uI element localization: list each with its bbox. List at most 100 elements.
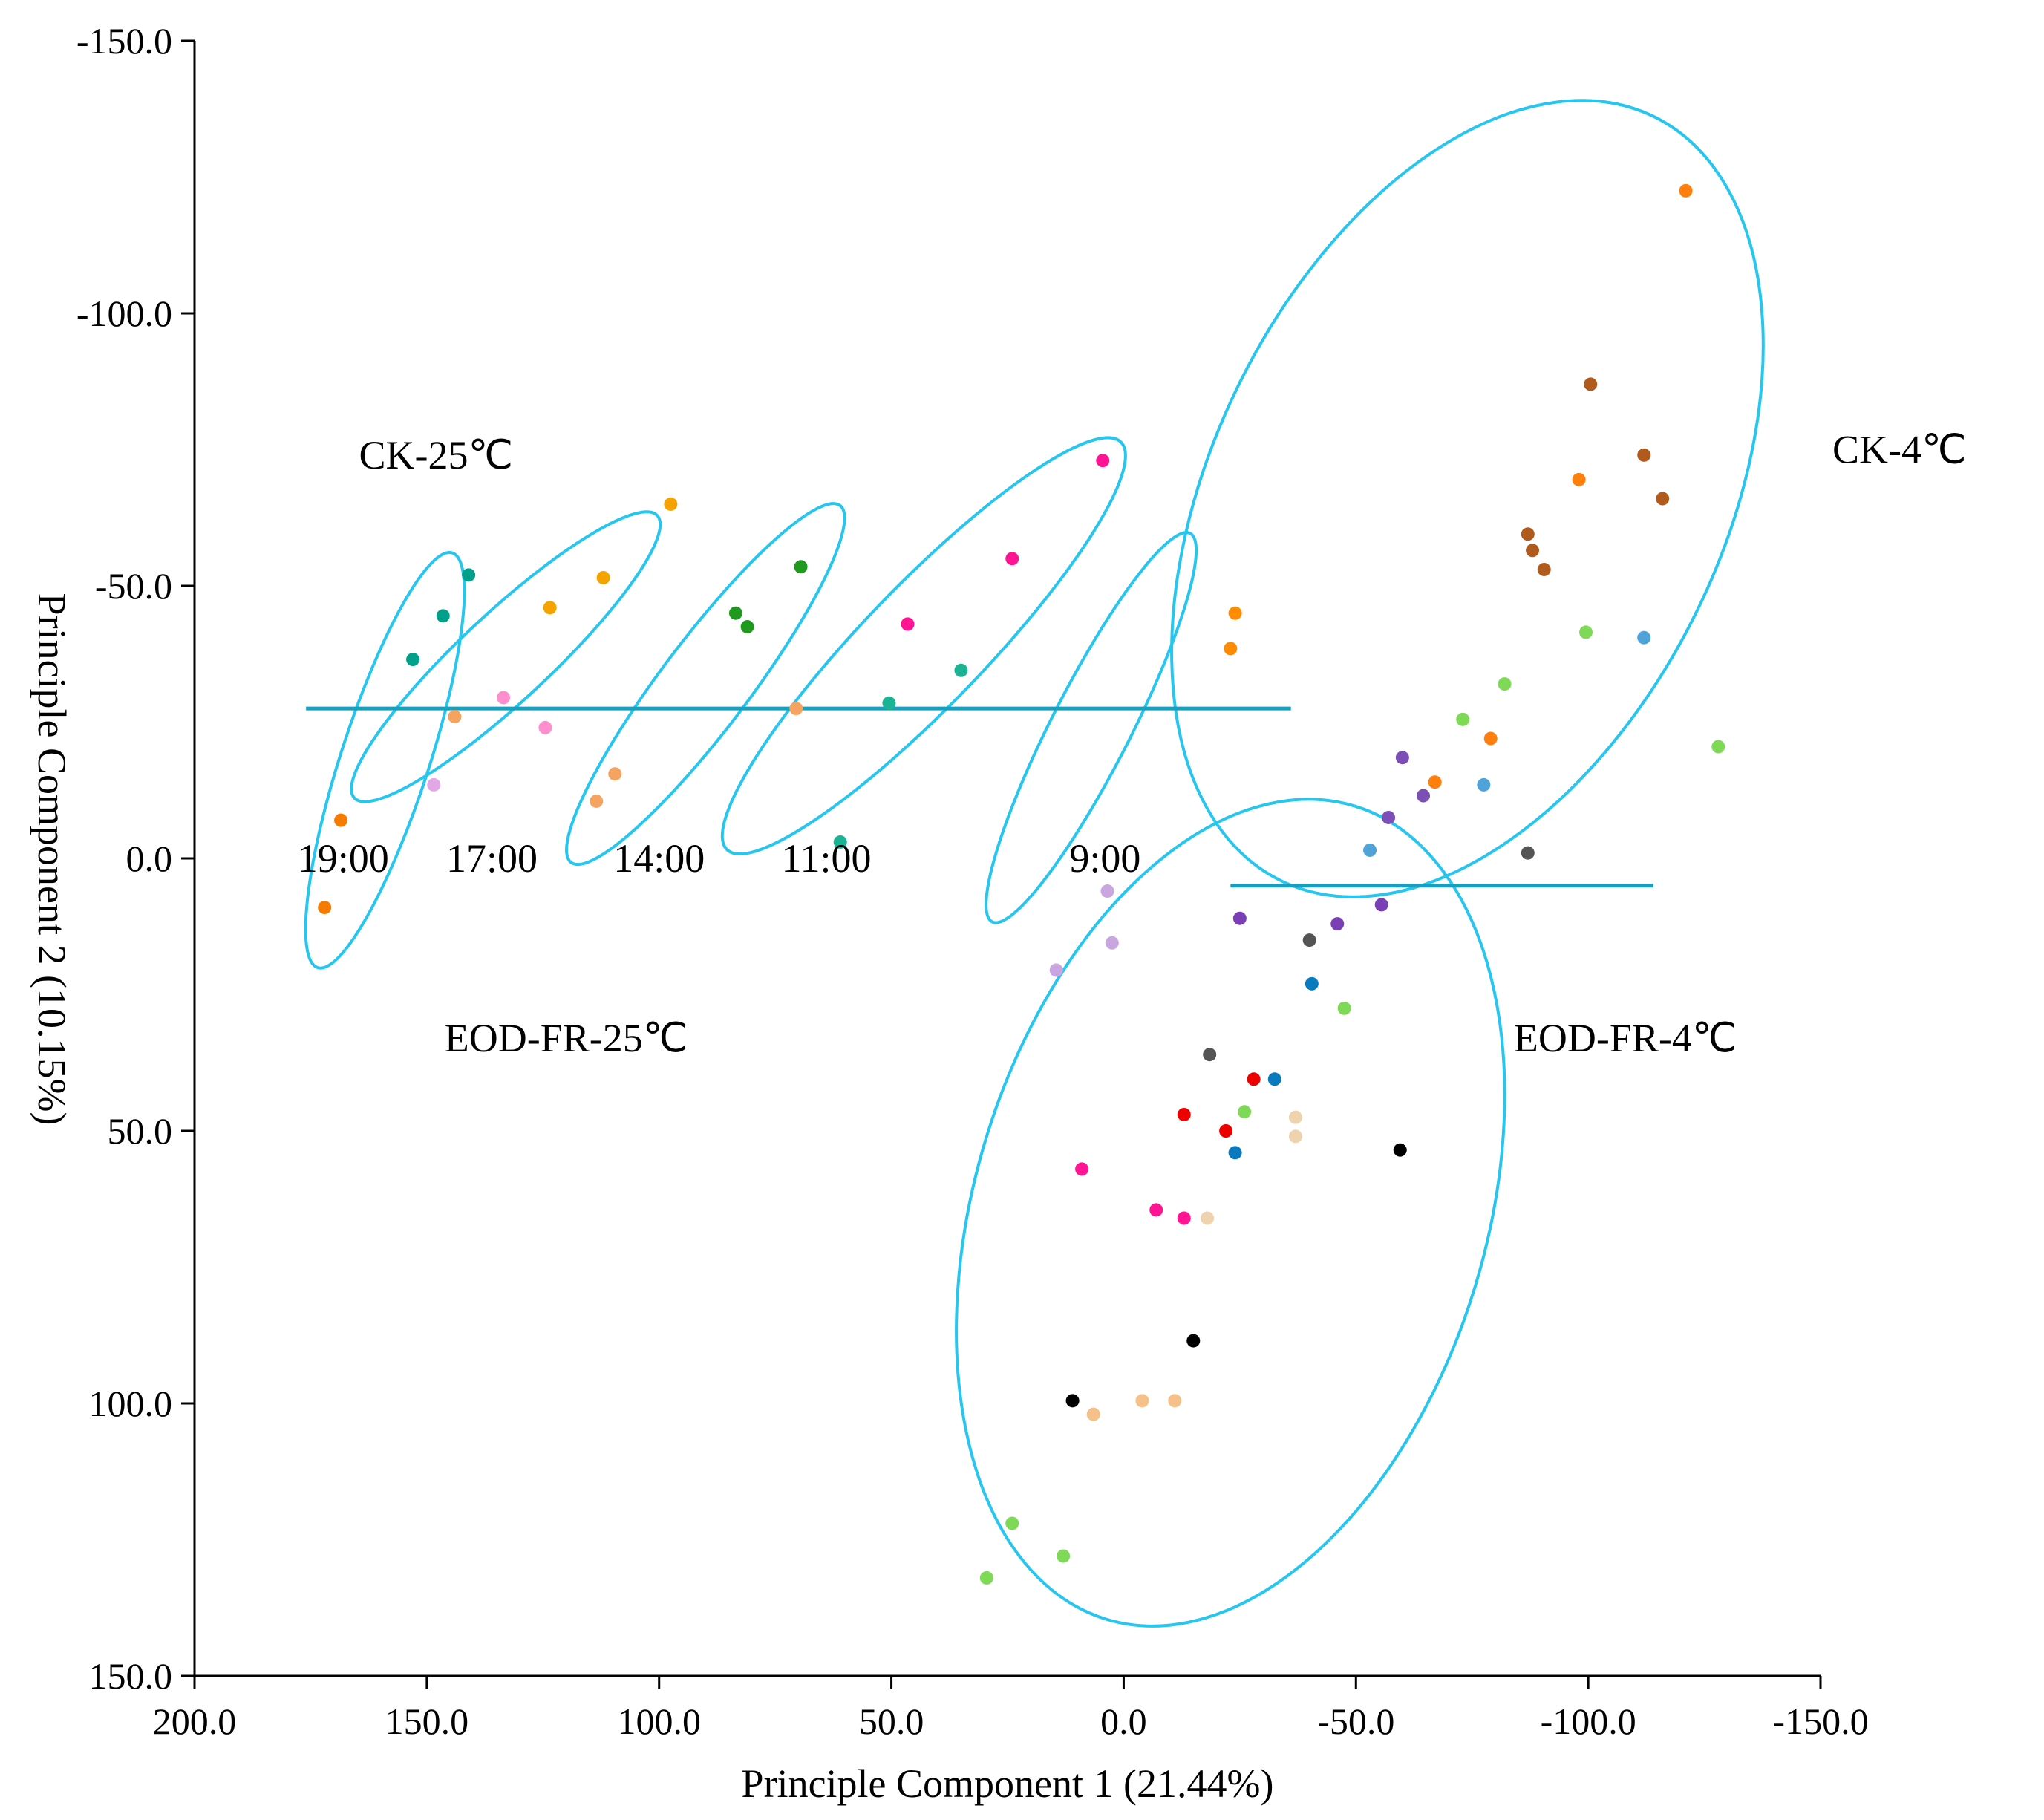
data-point: [1086, 1407, 1100, 1421]
x-tick-label: -100.0: [1541, 1700, 1636, 1742]
data-point: [318, 901, 332, 915]
data-point: [1228, 606, 1242, 620]
annotation-ck25: CK-25℃: [359, 433, 514, 477]
annotation-eodfr25: EOD-FR-25℃: [445, 1016, 688, 1060]
data-point: [1177, 1107, 1191, 1121]
data-points: [318, 183, 1725, 1585]
data-point: [740, 620, 754, 634]
data-point: [448, 710, 462, 724]
x-axis-title: Principle Component 1 (21.44%): [742, 1761, 1274, 1806]
annotations: CK-25℃ CK-4℃ EOD-FR-25℃ EOD-FR-4℃ 19:00 17:00…: [298, 428, 1967, 1061]
data-point: [436, 609, 450, 623]
data-point: [1537, 562, 1551, 576]
data-point: [1572, 472, 1586, 486]
data-point: [1498, 677, 1512, 691]
data-point: [1135, 1394, 1149, 1408]
data-point: [1374, 898, 1388, 912]
data-point: [1186, 1334, 1201, 1348]
data-point: [1679, 183, 1693, 198]
axes: [193, 41, 1821, 1677]
data-point: [664, 497, 678, 511]
annotation-ck4: CK-4℃: [1832, 428, 1967, 472]
data-point: [1219, 1124, 1233, 1138]
data-point: [1526, 544, 1540, 558]
group-ellipse: [565, 502, 846, 867]
annotation-t1400: 14:00: [613, 836, 705, 881]
group-ellipse: [955, 798, 1506, 1628]
data-point: [1330, 917, 1345, 931]
data-point: [1201, 1211, 1215, 1225]
x-tick-label: -150.0: [1772, 1700, 1868, 1742]
data-point: [882, 696, 896, 710]
x-tick-label: 150.0: [385, 1700, 469, 1742]
data-point: [1382, 810, 1396, 824]
data-point: [497, 691, 511, 705]
data-point: [1203, 1048, 1217, 1062]
data-point: [1267, 1072, 1281, 1086]
data-point: [1305, 976, 1319, 991]
data-point: [334, 813, 348, 827]
x-tick-label: -50.0: [1317, 1700, 1394, 1742]
data-point: [1228, 1146, 1242, 1160]
data-point: [1005, 552, 1019, 566]
data-point: [1149, 1203, 1163, 1217]
data-point: [1100, 884, 1114, 898]
data-point: [1584, 377, 1598, 391]
data-point: [901, 617, 915, 631]
data-point: [1096, 454, 1110, 468]
y-axis-title: Principle Component 2 (10.15%): [30, 593, 74, 1126]
data-point: [1168, 1394, 1182, 1408]
y-tick-label: 0.0: [126, 838, 173, 879]
data-point: [1395, 751, 1409, 765]
x-tick-label: 0.0: [1100, 1700, 1147, 1742]
data-point: [608, 767, 622, 781]
data-point: [1247, 1072, 1261, 1086]
y-tick-label: 100.0: [89, 1383, 173, 1424]
data-point: [543, 601, 557, 615]
data-point: [1477, 777, 1491, 792]
data-point: [427, 777, 441, 792]
data-point: [1428, 775, 1442, 789]
group-ellipse: [350, 510, 662, 803]
data-point: [728, 606, 742, 620]
data-point: [1711, 740, 1725, 754]
data-point: [1417, 789, 1431, 803]
annotation-t1700: 17:00: [446, 836, 538, 881]
annotation-t1900: 19:00: [298, 836, 389, 881]
data-point: [1238, 1105, 1252, 1119]
group-ellipse: [1170, 99, 1765, 898]
data-point: [1393, 1143, 1407, 1157]
data-point: [1521, 527, 1535, 541]
data-point: [1656, 492, 1670, 506]
data-point: [1105, 936, 1119, 950]
data-point: [1302, 933, 1316, 947]
y-tick-label: 50.0: [108, 1110, 173, 1152]
data-point: [954, 663, 968, 677]
x-tick-label: 200.0: [153, 1700, 237, 1742]
data-point: [1005, 1516, 1019, 1530]
data-point: [1521, 846, 1535, 860]
group-ellipse: [720, 436, 1127, 856]
data-point: [979, 1571, 993, 1585]
x-tick-label: 50.0: [859, 1700, 924, 1742]
data-point: [1337, 1001, 1351, 1015]
annotation-t900: 9:00: [1069, 836, 1140, 881]
data-point: [1224, 642, 1238, 656]
data-point: [1232, 911, 1247, 925]
data-point: [462, 568, 476, 582]
data-point: [1057, 1549, 1071, 1563]
axis-ticks: 200.0 150.0 100.0 50.0 0.0 -50.0 -100.0 -150.0 -…: [76, 20, 1869, 1742]
data-point: [1483, 731, 1498, 746]
data-point: [1075, 1162, 1089, 1176]
data-point: [1363, 843, 1377, 857]
y-tick-label: -150.0: [76, 20, 172, 62]
data-point: [596, 570, 610, 584]
data-point: [1177, 1211, 1191, 1225]
data-point: [1579, 625, 1593, 639]
y-tick-label: -100.0: [76, 293, 172, 334]
data-point: [1456, 712, 1470, 726]
data-point: [833, 835, 847, 849]
data-point: [1288, 1129, 1302, 1144]
x-tick-label: 100.0: [617, 1700, 701, 1742]
